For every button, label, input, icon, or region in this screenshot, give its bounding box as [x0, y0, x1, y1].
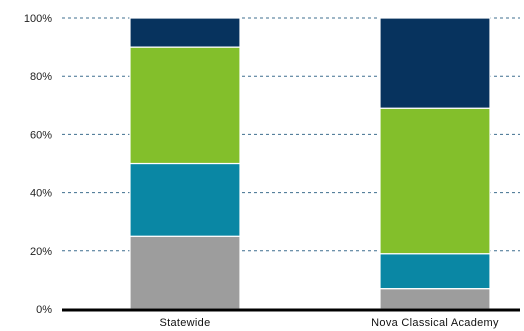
y-tick-label: 100% [24, 13, 52, 25]
bars [129, 17, 491, 310]
y-tick-label: 80% [30, 71, 52, 83]
bar-segment-2-4 [379, 17, 491, 109]
bar-segment-2-2 [379, 253, 491, 290]
y-tick-label: 20% [30, 246, 52, 258]
category-label: Statewide [159, 317, 210, 329]
bar-segment-2-1 [379, 288, 491, 310]
bar-segment-1-4 [129, 17, 241, 48]
bar-segment-2-3 [379, 107, 491, 255]
category-label: Nova Classical Academy [371, 317, 499, 329]
y-tick-label: 0% [36, 304, 52, 316]
bar-segment-1-3 [129, 46, 241, 165]
bar-segment-1-1 [129, 235, 241, 310]
bar-segment-1-2 [129, 162, 241, 237]
y-tick-label: 60% [30, 129, 52, 141]
y-axis-ticks: 0% 20% 40% 60% 80% 100% [24, 13, 52, 316]
gridlines [62, 17, 520, 252]
x-axis-categories: Statewide Nova Classical Academy [159, 317, 499, 329]
y-tick-label: 40% [30, 188, 52, 200]
